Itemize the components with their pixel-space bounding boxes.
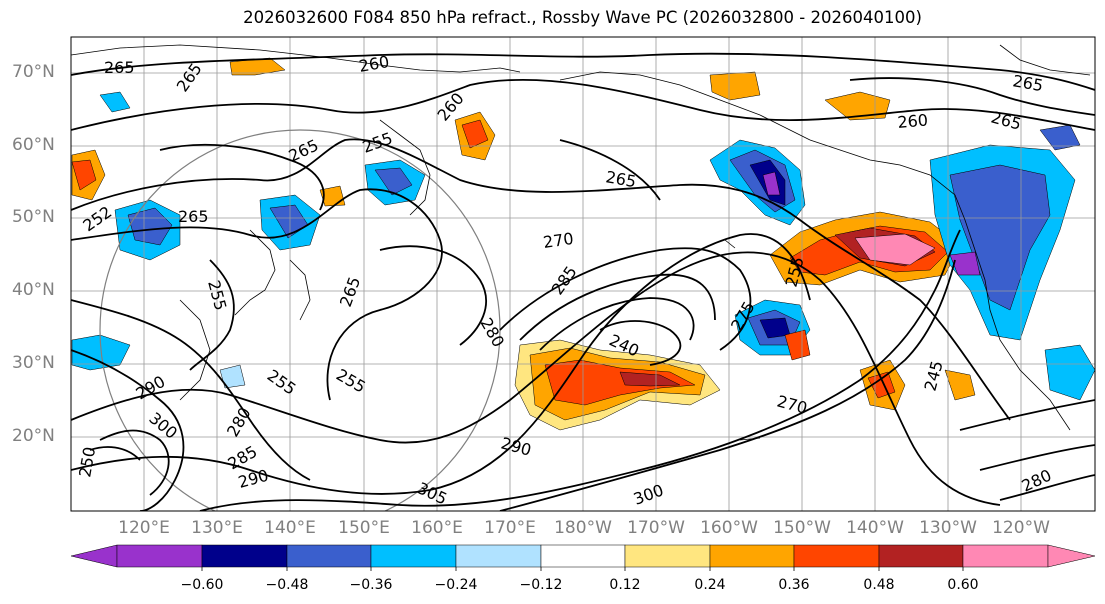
colorbar-tick-label: 0.12 (609, 577, 641, 593)
colorbar-segment (116, 544, 203, 568)
lon-label: 160°W (700, 518, 758, 538)
height-contours (71, 52, 1095, 511)
colorbar-tick-label: −0.60 (180, 577, 224, 593)
colorbar-segment (709, 544, 795, 568)
lat-label: 50°N (12, 207, 55, 227)
lon-label: 140°W (846, 518, 904, 538)
lon-label: 180°W (554, 518, 612, 538)
colorbar-segment (793, 544, 880, 568)
colorbar-tick-label: −0.24 (434, 577, 478, 593)
colorbar-segment (455, 544, 542, 568)
colorbar-upper-extend (1047, 544, 1096, 568)
colorbar-lower-extend (70, 544, 118, 568)
lat-label: 70°N (12, 62, 55, 82)
colorbar-tick-label: 0.60 (947, 577, 979, 593)
colorbar (70, 544, 1096, 571)
colorbar-segment (878, 544, 964, 568)
colorbar-tick-label: −0.12 (519, 577, 563, 593)
lon-label: 150°W (773, 518, 831, 538)
lon-label: 120°E (118, 518, 170, 538)
colorbar-tick-label: 0.48 (863, 577, 895, 593)
colorbar-tick-label: −0.36 (349, 577, 393, 593)
lon-label: 120°W (992, 518, 1050, 538)
lon-label: 170°W (627, 518, 685, 538)
lat-label: 60°N (12, 135, 55, 155)
map-title: 2026032600 F084 850 hPa refract., Rossby… (243, 8, 922, 27)
colorbar-segment (370, 544, 457, 568)
colorbar-segment (201, 544, 288, 568)
lat-label: 20°N (12, 426, 55, 446)
lon-label: 150°E (338, 518, 390, 538)
lat-label: 30°N (12, 353, 55, 373)
lon-label: 130°E (191, 518, 243, 538)
contour-label: 260 (897, 110, 929, 132)
lon-label: 160°E (411, 518, 463, 538)
contour-label: 265 (178, 207, 209, 226)
contour-label: 270 (542, 229, 575, 252)
map-frame (70, 36, 1096, 512)
colorbar-segment (624, 544, 711, 568)
colorbar-tick-label: 0.36 (778, 577, 810, 593)
colorbar-tick-label: 0.24 (694, 577, 726, 593)
colorbar-tick-label: −0.48 (265, 577, 309, 593)
contour-label: 265 (104, 58, 135, 77)
lon-label: 170°E (484, 518, 536, 538)
colorbar-segment (286, 544, 372, 568)
colorbar-segment (540, 544, 626, 568)
lon-label: 140°E (264, 518, 316, 538)
map-panel (71, 37, 1095, 511)
lon-label: 130°W (919, 518, 977, 538)
colorbar-segment (962, 544, 1049, 568)
lat-label: 40°N (12, 280, 55, 300)
